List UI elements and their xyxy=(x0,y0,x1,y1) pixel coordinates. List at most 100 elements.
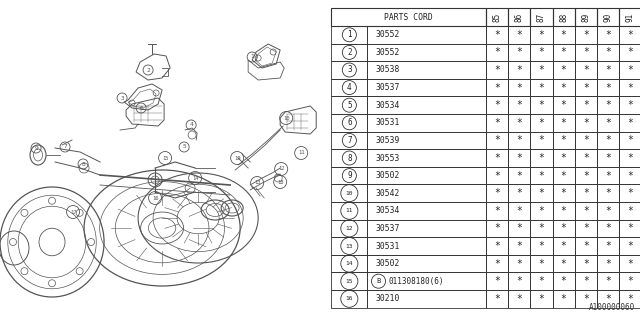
Text: 12: 12 xyxy=(278,166,284,172)
Text: 88: 88 xyxy=(559,12,568,22)
Bar xyxy=(619,61,640,79)
Text: *: * xyxy=(627,259,633,268)
Text: 30537: 30537 xyxy=(376,83,400,92)
Text: *: * xyxy=(583,171,589,180)
Bar xyxy=(575,114,596,132)
Text: *: * xyxy=(494,188,500,198)
Bar xyxy=(619,167,640,184)
Bar xyxy=(332,167,367,184)
Text: *: * xyxy=(583,100,589,110)
Bar xyxy=(486,61,508,79)
Bar xyxy=(486,167,508,184)
Bar xyxy=(486,255,508,272)
Bar xyxy=(332,114,367,132)
Text: *: * xyxy=(516,259,522,268)
Bar xyxy=(486,132,508,149)
Bar xyxy=(596,167,619,184)
Text: 16: 16 xyxy=(152,196,158,201)
Text: 30542: 30542 xyxy=(376,189,400,198)
Text: 15: 15 xyxy=(346,279,353,284)
Text: A100000060: A100000060 xyxy=(589,303,635,312)
Text: *: * xyxy=(516,65,522,75)
Bar xyxy=(575,79,596,96)
Text: 30552: 30552 xyxy=(376,30,400,39)
Text: 2: 2 xyxy=(347,48,351,57)
Text: *: * xyxy=(561,223,566,233)
Text: *: * xyxy=(561,276,566,286)
Text: *: * xyxy=(516,294,522,304)
Text: *: * xyxy=(494,118,500,128)
Text: *: * xyxy=(516,100,522,110)
Text: *: * xyxy=(583,294,589,304)
Bar xyxy=(575,167,596,184)
Bar xyxy=(619,220,640,237)
Text: *: * xyxy=(583,259,589,268)
Bar xyxy=(552,44,575,61)
Bar xyxy=(531,44,552,61)
Bar xyxy=(508,167,531,184)
Bar xyxy=(552,237,575,255)
Text: 11: 11 xyxy=(346,208,353,213)
Text: *: * xyxy=(538,153,545,163)
Text: 1: 1 xyxy=(347,30,351,39)
Text: 8: 8 xyxy=(81,162,85,166)
Text: *: * xyxy=(627,188,633,198)
Text: 16: 16 xyxy=(346,296,353,301)
Bar xyxy=(367,114,486,132)
Text: *: * xyxy=(627,294,633,304)
Text: PARTS CORD: PARTS CORD xyxy=(384,12,433,21)
Text: 30531: 30531 xyxy=(376,242,400,251)
Bar xyxy=(619,132,640,149)
Bar xyxy=(367,61,486,79)
Bar xyxy=(619,184,640,202)
Text: *: * xyxy=(516,241,522,251)
Bar xyxy=(486,26,508,44)
Text: *: * xyxy=(605,153,611,163)
Bar xyxy=(486,149,508,167)
Bar xyxy=(332,237,367,255)
Text: *: * xyxy=(605,294,611,304)
Text: *: * xyxy=(583,188,589,198)
Text: *: * xyxy=(494,135,500,145)
Text: *: * xyxy=(561,47,566,57)
Bar xyxy=(531,167,552,184)
Text: *: * xyxy=(494,276,500,286)
Text: *: * xyxy=(627,30,633,40)
Text: 7: 7 xyxy=(347,136,351,145)
Bar xyxy=(508,237,531,255)
Text: *: * xyxy=(627,100,633,110)
Text: *: * xyxy=(516,223,522,233)
Text: *: * xyxy=(605,30,611,40)
Bar xyxy=(332,149,367,167)
Text: *: * xyxy=(516,171,522,180)
Bar xyxy=(332,255,367,272)
Bar xyxy=(531,290,552,308)
Bar xyxy=(367,255,486,272)
Bar xyxy=(531,61,552,79)
Text: *: * xyxy=(516,206,522,216)
Text: *: * xyxy=(561,30,566,40)
Bar xyxy=(332,61,367,79)
Text: *: * xyxy=(538,206,545,216)
Bar xyxy=(486,96,508,114)
Bar xyxy=(367,184,486,202)
Bar xyxy=(596,26,619,44)
Text: 17: 17 xyxy=(70,210,76,214)
Bar xyxy=(552,114,575,132)
Text: 11: 11 xyxy=(298,150,305,156)
Bar xyxy=(508,202,531,220)
Bar xyxy=(508,220,531,237)
Bar xyxy=(486,272,508,290)
Text: 5: 5 xyxy=(347,101,351,110)
Text: 4: 4 xyxy=(347,83,351,92)
Bar xyxy=(596,255,619,272)
Bar xyxy=(552,8,575,26)
Text: 7: 7 xyxy=(63,145,67,149)
Text: *: * xyxy=(583,135,589,145)
Text: *: * xyxy=(516,30,522,40)
Bar xyxy=(508,184,531,202)
Text: *: * xyxy=(516,153,522,163)
Text: *: * xyxy=(583,241,589,251)
Text: *: * xyxy=(561,241,566,251)
Bar xyxy=(619,237,640,255)
